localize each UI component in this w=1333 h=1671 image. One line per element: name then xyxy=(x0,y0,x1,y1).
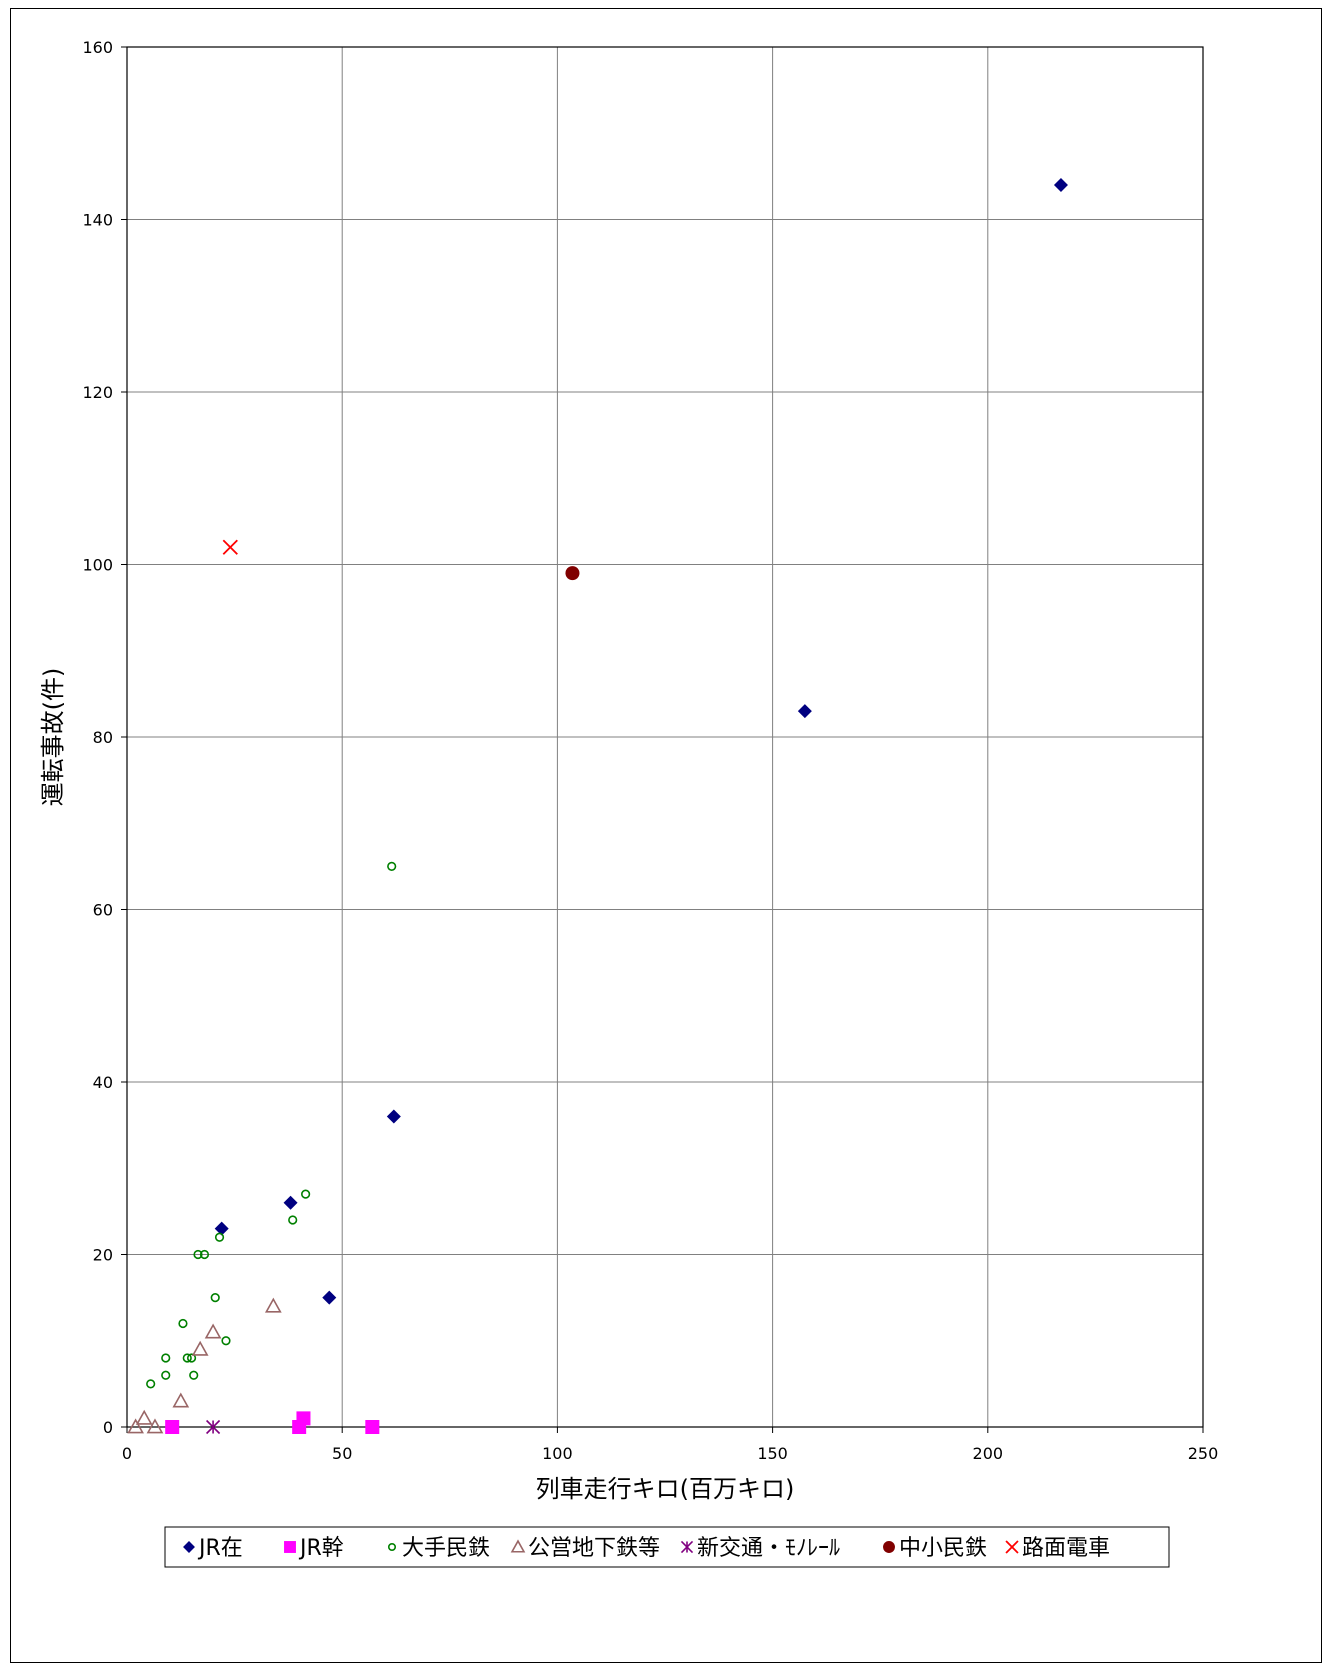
data-point-series-2 xyxy=(387,861,397,871)
data-point-series-3 xyxy=(191,1340,209,1356)
x-tick-label: 250 xyxy=(1188,1444,1219,1463)
data-point-series-3 xyxy=(172,1392,190,1408)
legend-label: JR幹 xyxy=(298,1536,344,1561)
data-point-series-2 xyxy=(186,1353,197,1363)
legend-marker-1 xyxy=(284,1541,296,1553)
scatter-chart: 0 20 40 60 80 100 120 140 160 0 50 100 150 200 250 列車走… xyxy=(39,38,1218,1568)
data-point-series-0 xyxy=(797,704,812,719)
data-point-series-4 xyxy=(206,1419,221,1435)
y-tick-label: 160 xyxy=(82,38,113,57)
axis-ticks: 0 20 40 60 80 100 120 140 160 0 50 100 150 200 250 xyxy=(82,38,1218,1463)
grid-lines xyxy=(127,47,1203,1427)
legend: JR在 JR幹 大手民鉄 公営地下鉄等 新交通・ﾓﾉﾚｰﾙ 中小民鉄 路面電車 xyxy=(164,1526,1170,1568)
data-point-series-2 xyxy=(178,1318,188,1329)
data-point-series-0 xyxy=(214,1221,229,1236)
data-point-series-1 xyxy=(365,1420,380,1434)
y-tick-label: 80 xyxy=(93,728,113,747)
legend-label: 大手民鉄 xyxy=(402,1536,490,1561)
legend-marker-0 xyxy=(183,1541,195,1553)
legend-marker-4 xyxy=(680,1540,694,1554)
data-point-series-6 xyxy=(222,539,238,555)
x-axis-title: 列車走行キロ(百万キロ) xyxy=(536,1475,795,1503)
data-point-series-2 xyxy=(146,1379,156,1389)
x-tick-label: 50 xyxy=(332,1444,352,1463)
legend-box xyxy=(164,1526,1170,1568)
data-points xyxy=(127,178,1068,1435)
x-tick-label: 150 xyxy=(757,1444,788,1463)
legend-label: 新交通・ﾓﾉﾚｰﾙ xyxy=(697,1536,840,1561)
data-point-series-2 xyxy=(182,1353,192,1363)
data-point-series-3 xyxy=(264,1297,282,1313)
data-point-series-2 xyxy=(189,1370,199,1380)
data-point-series-3 xyxy=(204,1323,222,1339)
data-point-series-2 xyxy=(161,1370,171,1380)
x-tick-label: 0 xyxy=(122,1444,132,1463)
data-point-series-0 xyxy=(322,1290,337,1305)
data-point-series-3 xyxy=(127,1418,144,1434)
data-point-series-2 xyxy=(288,1215,298,1225)
y-tick-label: 20 xyxy=(93,1246,113,1265)
y-tick-label: 40 xyxy=(93,1073,113,1092)
y-axis-title: 運転事故(件) xyxy=(39,668,67,807)
y-tick-label: 60 xyxy=(93,901,113,920)
data-point-series-2 xyxy=(210,1293,220,1303)
legend-marker-6 xyxy=(1005,1540,1019,1554)
data-point-series-2 xyxy=(193,1249,203,1260)
legend-label: 公営地下鉄等 xyxy=(528,1536,660,1561)
y-tick-label: 140 xyxy=(82,211,113,230)
data-point-series-5 xyxy=(565,566,580,581)
legend-label: JR在 xyxy=(197,1536,243,1561)
x-tick-label: 100 xyxy=(542,1444,573,1463)
data-point-series-1 xyxy=(165,1420,180,1434)
data-point-series-3 xyxy=(135,1409,153,1425)
data-point-series-2 xyxy=(301,1189,311,1199)
y-tick-label: 100 xyxy=(82,556,113,575)
y-tick-label: 0 xyxy=(103,1418,113,1437)
data-point-series-0 xyxy=(283,1195,298,1210)
data-point-series-2 xyxy=(161,1353,171,1363)
data-point-series-0 xyxy=(386,1109,401,1124)
data-point-series-3 xyxy=(146,1418,164,1434)
y-tick-label: 120 xyxy=(82,383,113,402)
data-point-series-2 xyxy=(214,1232,225,1242)
chart-frame: 0 20 40 60 80 100 120 140 160 0 50 100 150 200 250 列車走… xyxy=(10,8,1322,1663)
legend-marker-5 xyxy=(883,1541,895,1553)
legend-marker-3 xyxy=(510,1539,526,1553)
data-point-series-2 xyxy=(221,1336,231,1346)
legend-marker-2 xyxy=(387,1542,397,1552)
legend-label: 中小民鉄 xyxy=(899,1536,987,1561)
x-tick-label: 200 xyxy=(973,1444,1004,1463)
data-point-series-1 xyxy=(292,1420,307,1434)
data-point-series-2 xyxy=(199,1249,210,1260)
legend-label: 路面電車 xyxy=(1022,1536,1110,1561)
data-point-series-0 xyxy=(1053,178,1068,192)
